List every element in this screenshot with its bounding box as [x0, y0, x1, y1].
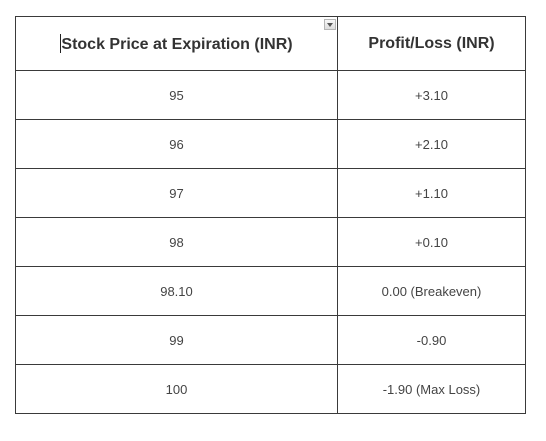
table-row: 95 +3.10 — [15, 70, 526, 120]
table-row: 98.10 0.00 (Breakeven) — [15, 266, 526, 316]
table-row: 98 +0.10 — [15, 217, 526, 267]
cell-stock-price[interactable]: 98 — [15, 217, 338, 267]
table-container: Stock Price at Expiration (INR) Profit/L… — [15, 16, 526, 414]
chevron-down-icon — [327, 23, 333, 27]
cell-profit-loss[interactable]: -1.90 (Max Loss) — [337, 364, 526, 414]
table-row: 100 -1.90 (Max Loss) — [15, 364, 526, 414]
header-stock-price-label: Stock Price at Expiration (INR) — [61, 35, 293, 53]
cell-profit-loss[interactable]: +0.10 — [337, 217, 526, 267]
cell-profit-loss[interactable]: +3.10 — [337, 70, 526, 120]
cell-stock-price[interactable]: 95 — [15, 70, 338, 120]
table-row: 99 -0.90 — [15, 315, 526, 365]
cell-stock-price[interactable]: 100 — [15, 364, 338, 414]
cell-stock-price[interactable]: 98.10 — [15, 266, 338, 316]
header-profit-loss-label: Profit/Loss (INR) — [368, 34, 495, 52]
header-profit-loss[interactable]: Profit/Loss (INR) — [337, 16, 526, 71]
table-row: 97 +1.10 — [15, 168, 526, 218]
header-stock-price[interactable]: Stock Price at Expiration (INR) — [15, 16, 338, 71]
cell-profit-loss[interactable]: 0.00 (Breakeven) — [337, 266, 526, 316]
header-row: Stock Price at Expiration (INR) Profit/L… — [15, 16, 526, 71]
cell-profit-loss[interactable]: +1.10 — [337, 168, 526, 218]
profit-loss-table: Stock Price at Expiration (INR) Profit/L… — [15, 16, 526, 414]
cell-stock-price[interactable]: 97 — [15, 168, 338, 218]
column-dropdown-button[interactable] — [324, 19, 336, 30]
cell-stock-price[interactable]: 99 — [15, 315, 338, 365]
cell-stock-price[interactable]: 96 — [15, 119, 338, 169]
text-cursor — [60, 33, 62, 53]
table-row: 96 +2.10 — [15, 119, 526, 169]
cell-profit-loss[interactable]: +2.10 — [337, 119, 526, 169]
cell-profit-loss[interactable]: -0.90 — [337, 315, 526, 365]
